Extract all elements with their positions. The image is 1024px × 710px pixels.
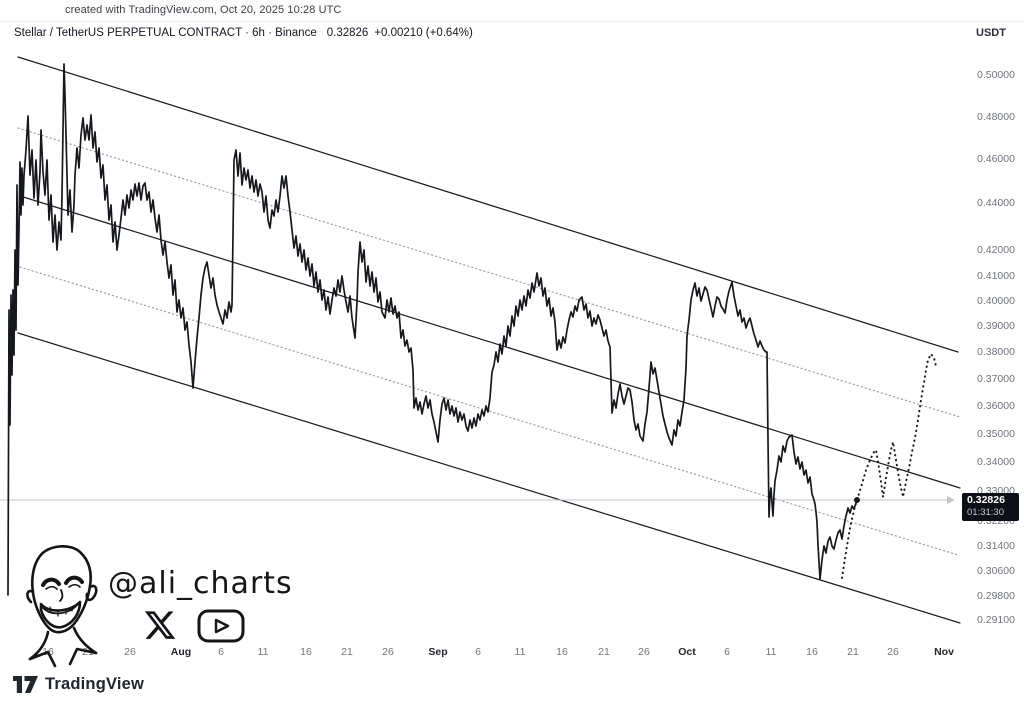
tradingview-logo[interactable]: TradingView — [13, 675, 144, 694]
symbol-title: Stellar / TetherUS PERPETUAL CONTRACT · … — [14, 27, 317, 39]
badge-price: 0.32826 — [967, 494, 1005, 506]
created-with-bar: created with TradingView.com, Oct 20, 20… — [0, 0, 1024, 22]
created-with-text: created with TradingView.com, Oct 20, 20… — [65, 4, 342, 16]
channel-line-solid — [19, 195, 961, 489]
tradingview-logo-mark-icon — [13, 675, 38, 693]
last-price-dot — [854, 497, 860, 503]
price-series-line — [7, 63, 858, 596]
channel-line-dotted — [19, 266, 959, 556]
last-price-badge[interactable]: 0.32826 01:31:30 — [962, 493, 1019, 521]
channel-line-dotted — [17, 127, 961, 418]
channel-line-solid — [17, 56, 959, 353]
price-projection-dotted — [841, 353, 937, 579]
tradingview-logo-text: TradingView — [45, 675, 145, 693]
badge-countdown: 01:31:30 — [967, 507, 1004, 518]
symbol-header[interactable]: Stellar / TetherUS PERPETUAL CONTRACT · … — [14, 27, 473, 39]
header-price-change: +0.00210 (+0.64%) — [374, 27, 473, 39]
price-axis-currency-label: USDT — [976, 27, 1006, 39]
channel-line-solid — [17, 332, 961, 624]
header-last-price: 0.32826 — [326, 27, 369, 39]
current-price-arrow-icon — [947, 496, 955, 504]
